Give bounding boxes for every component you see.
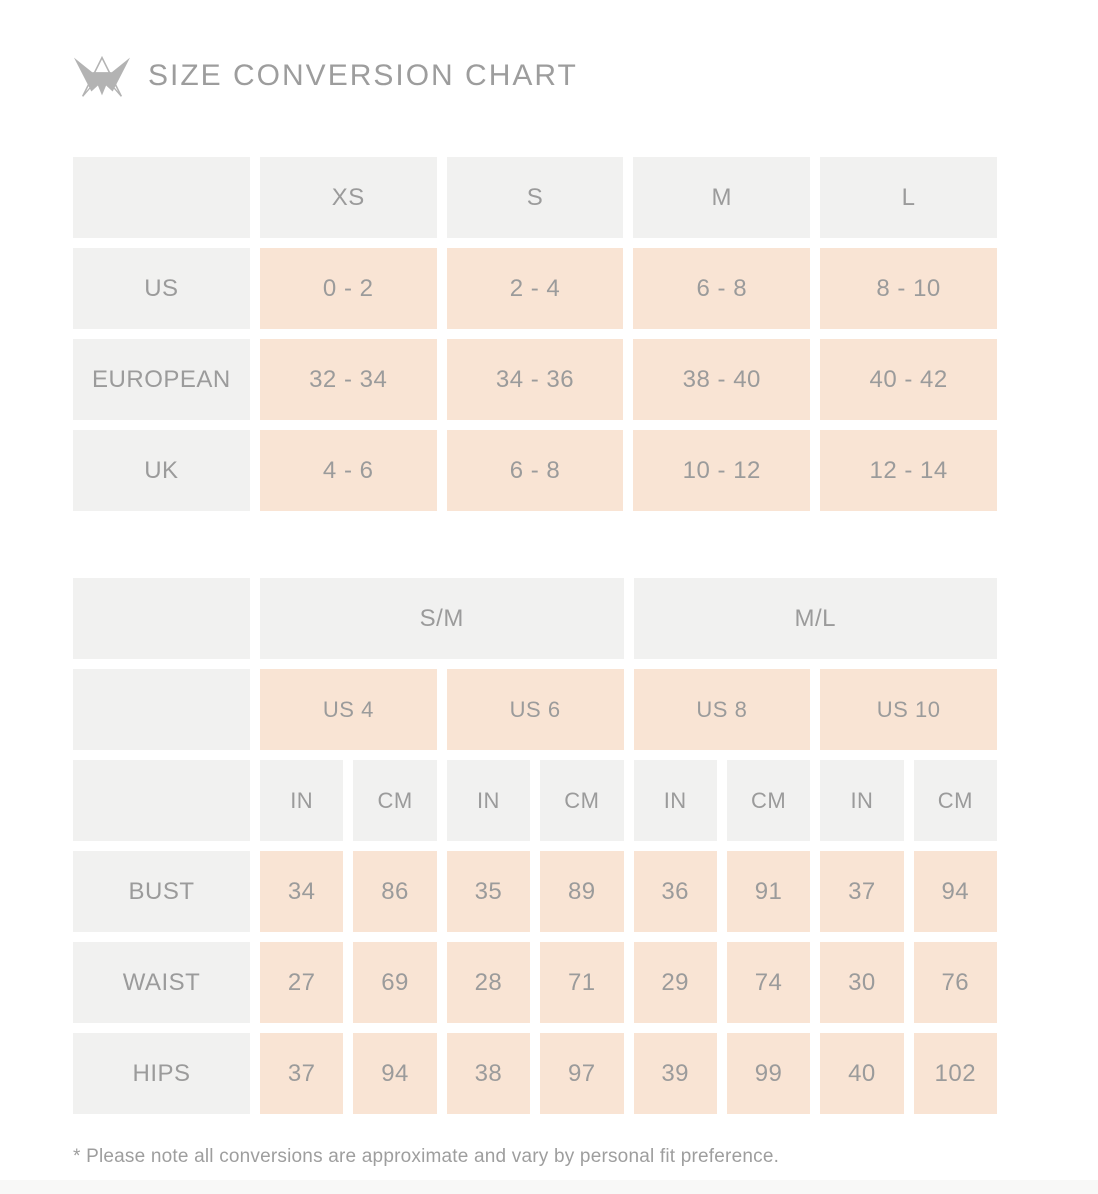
bottom-divider-strip bbox=[0, 1180, 1098, 1194]
value-cell: 94 bbox=[913, 851, 997, 932]
value-cell: 27 bbox=[260, 942, 344, 1023]
page-title: SIZE CONVERSION CHART bbox=[148, 59, 578, 92]
value-cell: 34 - 36 bbox=[446, 339, 624, 420]
value-cell: 6 - 8 bbox=[633, 248, 811, 329]
value-cell: 34 bbox=[260, 851, 344, 932]
butterfly-brand-logo-icon bbox=[73, 55, 131, 97]
value-cell: 0 - 2 bbox=[259, 248, 437, 329]
corner-cell bbox=[73, 669, 250, 750]
value-cell: 35 bbox=[446, 851, 531, 932]
value-cell: 37 bbox=[260, 1033, 344, 1114]
value-cell: 89 bbox=[540, 851, 624, 932]
value-cell: 102 bbox=[913, 1033, 997, 1114]
unit-header: IN bbox=[260, 760, 344, 841]
column-header-xs: XS bbox=[259, 157, 437, 238]
conversion-disclaimer: * Please note all conversions are approx… bbox=[73, 1146, 780, 1167]
value-cell: 32 - 34 bbox=[259, 339, 437, 420]
row-label-bust: BUST bbox=[73, 851, 250, 932]
value-cell: 38 bbox=[446, 1033, 531, 1114]
unit-header: CM bbox=[726, 760, 811, 841]
value-cell: 10 - 12 bbox=[633, 430, 811, 511]
value-cell: 4 - 6 bbox=[259, 430, 437, 511]
value-cell: 28 bbox=[446, 942, 531, 1023]
unit-header: CM bbox=[913, 760, 997, 841]
measurement-table: S/M M/L US 4 US 6 US 8 US 10 IN CM IN CM… bbox=[73, 578, 997, 1114]
value-cell: 2 - 4 bbox=[446, 248, 624, 329]
value-cell: 86 bbox=[353, 851, 437, 932]
value-cell: 38 - 40 bbox=[633, 339, 811, 420]
value-cell: 6 - 8 bbox=[446, 430, 624, 511]
value-cell: 29 bbox=[633, 942, 717, 1023]
unit-header: CM bbox=[353, 760, 437, 841]
row-label-waist: WAIST bbox=[73, 942, 250, 1023]
value-cell: 74 bbox=[726, 942, 811, 1023]
value-cell: 12 - 14 bbox=[820, 430, 997, 511]
us-size-header: US 6 bbox=[446, 669, 624, 750]
unit-header: IN bbox=[633, 760, 717, 841]
group-header-ml: M/L bbox=[633, 578, 997, 659]
value-cell: 76 bbox=[913, 942, 997, 1023]
column-header-l: L bbox=[820, 157, 997, 238]
value-cell: 39 bbox=[633, 1033, 717, 1114]
value-cell: 30 bbox=[820, 942, 904, 1023]
row-label-uk: UK bbox=[73, 430, 250, 511]
us-size-header: US 10 bbox=[820, 669, 997, 750]
value-cell: 69 bbox=[353, 942, 437, 1023]
corner-cell bbox=[73, 578, 250, 659]
unit-header: IN bbox=[446, 760, 531, 841]
row-label-us: US bbox=[73, 248, 250, 329]
column-header-m: M bbox=[633, 157, 811, 238]
us-size-header: US 8 bbox=[633, 669, 811, 750]
value-cell: 91 bbox=[726, 851, 811, 932]
value-cell: 40 bbox=[820, 1033, 904, 1114]
group-header-sm: S/M bbox=[260, 578, 624, 659]
size-conversion-table: XS S M L US 0 - 2 2 - 4 6 - 8 8 - 10 EUR… bbox=[73, 157, 997, 511]
value-cell: 40 - 42 bbox=[820, 339, 997, 420]
value-cell: 36 bbox=[633, 851, 717, 932]
row-label-hips: HIPS bbox=[73, 1033, 250, 1114]
row-label-european: EUROPEAN bbox=[73, 339, 250, 420]
unit-header: CM bbox=[540, 760, 624, 841]
value-cell: 37 bbox=[820, 851, 904, 932]
value-cell: 99 bbox=[726, 1033, 811, 1114]
value-cell: 97 bbox=[540, 1033, 624, 1114]
column-header-s: S bbox=[446, 157, 624, 238]
value-cell: 71 bbox=[540, 942, 624, 1023]
us-size-header: US 4 bbox=[260, 669, 437, 750]
value-cell: 8 - 10 bbox=[820, 248, 997, 329]
corner-cell bbox=[73, 157, 250, 238]
corner-cell bbox=[73, 760, 250, 841]
unit-header: IN bbox=[820, 760, 904, 841]
value-cell: 94 bbox=[353, 1033, 437, 1114]
page-header: SIZE CONVERSION CHART bbox=[73, 0, 1098, 102]
